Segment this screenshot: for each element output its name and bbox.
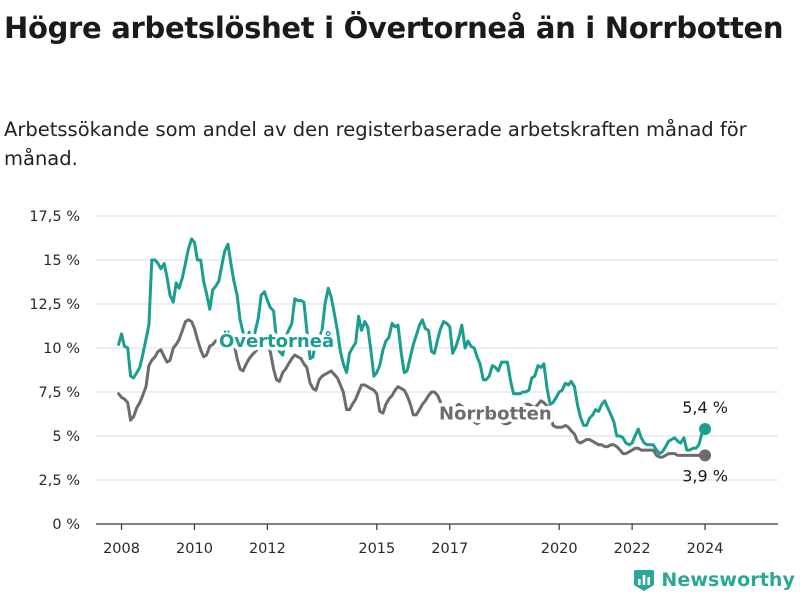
y-tick-label: 2,5 %: [39, 473, 80, 489]
x-tick-label: 2020: [541, 541, 578, 557]
series-line-norrbotten: [117, 318, 707, 459]
y-tick-label: 10 %: [43, 341, 80, 357]
series-layer: [117, 237, 712, 462]
chart-title: Högre arbetslöshet i Övertorneå än i Nor…: [4, 11, 784, 45]
series-line-overtornea: [117, 237, 707, 456]
series-end-point: [699, 449, 712, 462]
series-name-label: Övertorneå: [219, 330, 334, 352]
chart-subtitle: Arbetssökande som andel av den registerb…: [4, 118, 747, 170]
y-tick-label: 0 %: [52, 517, 80, 533]
y-tick-label: 12,5 %: [29, 297, 80, 313]
brand: Newsworthy: [633, 568, 795, 592]
label-layer: 5,4 %3,9 %ÖvertorneåÖvertorneåNorrbotten…: [215, 327, 728, 486]
x-tick-label: 2022: [614, 541, 651, 557]
axis-layer: 0 % 2,5 % 5 % 7,5 % 10 % 12,5 % 15 % 17,5 % 2008…: [29, 209, 778, 557]
x-tick-label: 2012: [249, 541, 286, 557]
series-name-halo: Norrbotten: [439, 403, 552, 424]
x-tick-label: 2010: [176, 541, 213, 557]
series-end-point: [699, 422, 712, 435]
y-tick-label: 15 %: [43, 253, 80, 269]
y-tick-label: 5 %: [52, 429, 80, 445]
x-tick-label: 2024: [687, 541, 724, 557]
y-tick-label: 17,5 %: [29, 209, 80, 225]
series-name-halo: Övertorneå: [219, 330, 334, 352]
y-tick-label: 7,5 %: [39, 385, 80, 401]
x-tick-label: 2015: [358, 541, 395, 557]
series-name-label: Norrbotten: [439, 403, 552, 424]
x-tick-label: 2008: [103, 541, 140, 557]
end-value-label: 5,4 %: [682, 398, 728, 417]
bar-chart-logo-icon: [634, 570, 655, 591]
brand-name: Newsworthy: [661, 569, 795, 591]
x-tick-label: 2017: [431, 541, 468, 557]
end-value-label: 3,9 %: [682, 466, 728, 485]
